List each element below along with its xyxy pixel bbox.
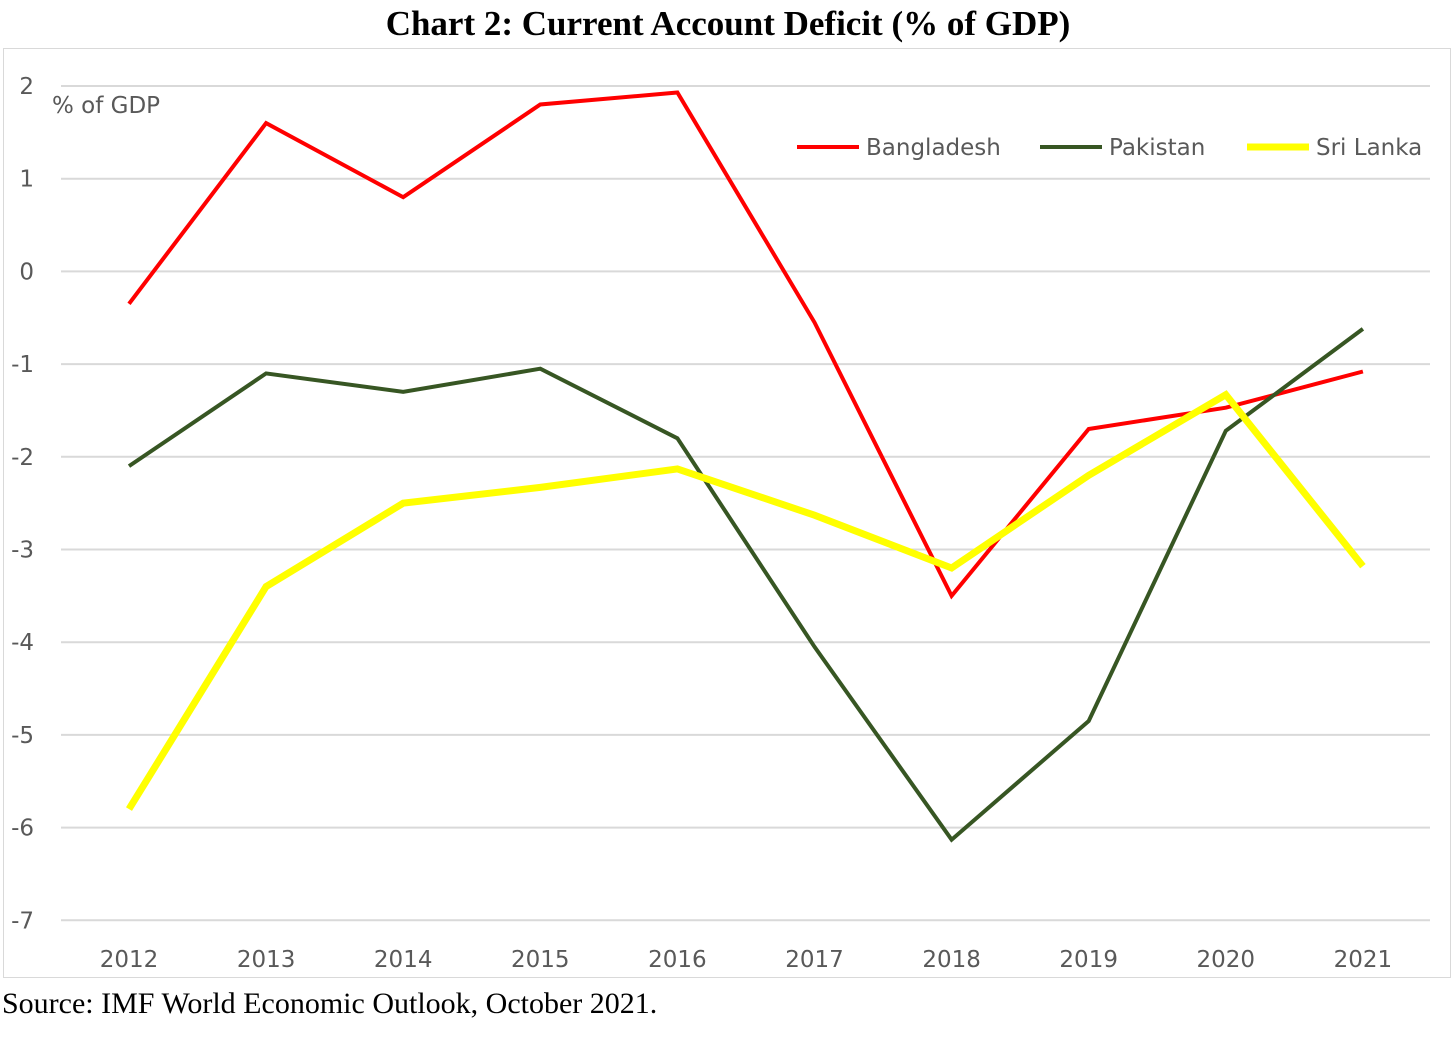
y-tick-label: -3 <box>11 538 34 564</box>
chart-area: 2 1 0 -1 -2 -3 -4 -5 -6 -7 2012 2013 2014 2015 2016 20… <box>3 48 1451 978</box>
y-axis-ticks: 2 1 0 -1 -2 -3 -4 -5 -6 -7 <box>11 74 34 934</box>
legend-item-bangladesh: Bangladesh <box>797 135 1001 161</box>
legend-label-pakistan: Pakistan <box>1109 135 1205 161</box>
line-chart: 210-1-2-3-4-5-6-7 2012 2013 2014 2015 2016 20… <box>11 74 1430 973</box>
legend-label-sri-lanka: Sri Lanka <box>1316 135 1422 161</box>
chart-title: Chart 2: Current Account Deficit (% of G… <box>385 4 1071 43</box>
y-tick-label: -4 <box>11 630 34 656</box>
x-tick-label: 2015 <box>511 947 570 973</box>
y-tick-label: -2 <box>11 445 34 471</box>
y-tick-label: -5 <box>11 723 34 749</box>
series-lines <box>126 90 1366 843</box>
gridlines <box>61 85 1430 922</box>
legend-item-pakistan: Pakistan <box>1040 135 1205 161</box>
x-tick-label: 2019 <box>1059 947 1118 973</box>
x-tick-label: 2013 <box>237 947 296 973</box>
source-note: Source: IMF World Economic Outlook, Octo… <box>2 987 658 1020</box>
y-tick-label: -7 <box>11 908 34 934</box>
legend: Bangladesh Pakistan Sri Lanka <box>797 135 1422 161</box>
x-tick-label: 2021 <box>1334 947 1393 973</box>
y-axis-label: % of GDP <box>52 93 160 119</box>
y-tick-label: 2 <box>19 74 34 100</box>
y-tick-label: 1 <box>19 167 34 193</box>
x-tick-label: 2020 <box>1197 947 1256 973</box>
series-sri-lanka <box>126 390 1366 811</box>
y-tick-label: 0 <box>19 259 34 285</box>
series-line-bangladesh <box>127 90 1364 600</box>
series-line-sri-lanka <box>126 390 1366 811</box>
series-line-pakistan <box>127 327 1365 843</box>
series-pakistan <box>127 327 1365 843</box>
legend-label-bangladesh: Bangladesh <box>866 135 1001 161</box>
series-bangladesh <box>127 90 1364 600</box>
legend-item-sri-lanka: Sri Lanka <box>1247 135 1422 161</box>
y-tick-label: -6 <box>11 816 34 842</box>
x-tick-label: 2018 <box>922 947 981 973</box>
y-tick-label: -1 <box>11 352 34 378</box>
x-tick-label: 2012 <box>100 947 159 973</box>
x-tick-label: 2017 <box>785 947 844 973</box>
x-axis-ticks: 2012 2013 2014 2015 2016 2017 2018 2019 2020 2021 <box>100 947 1392 973</box>
x-tick-label: 2016 <box>648 947 707 973</box>
x-tick-label: 2014 <box>374 947 433 973</box>
